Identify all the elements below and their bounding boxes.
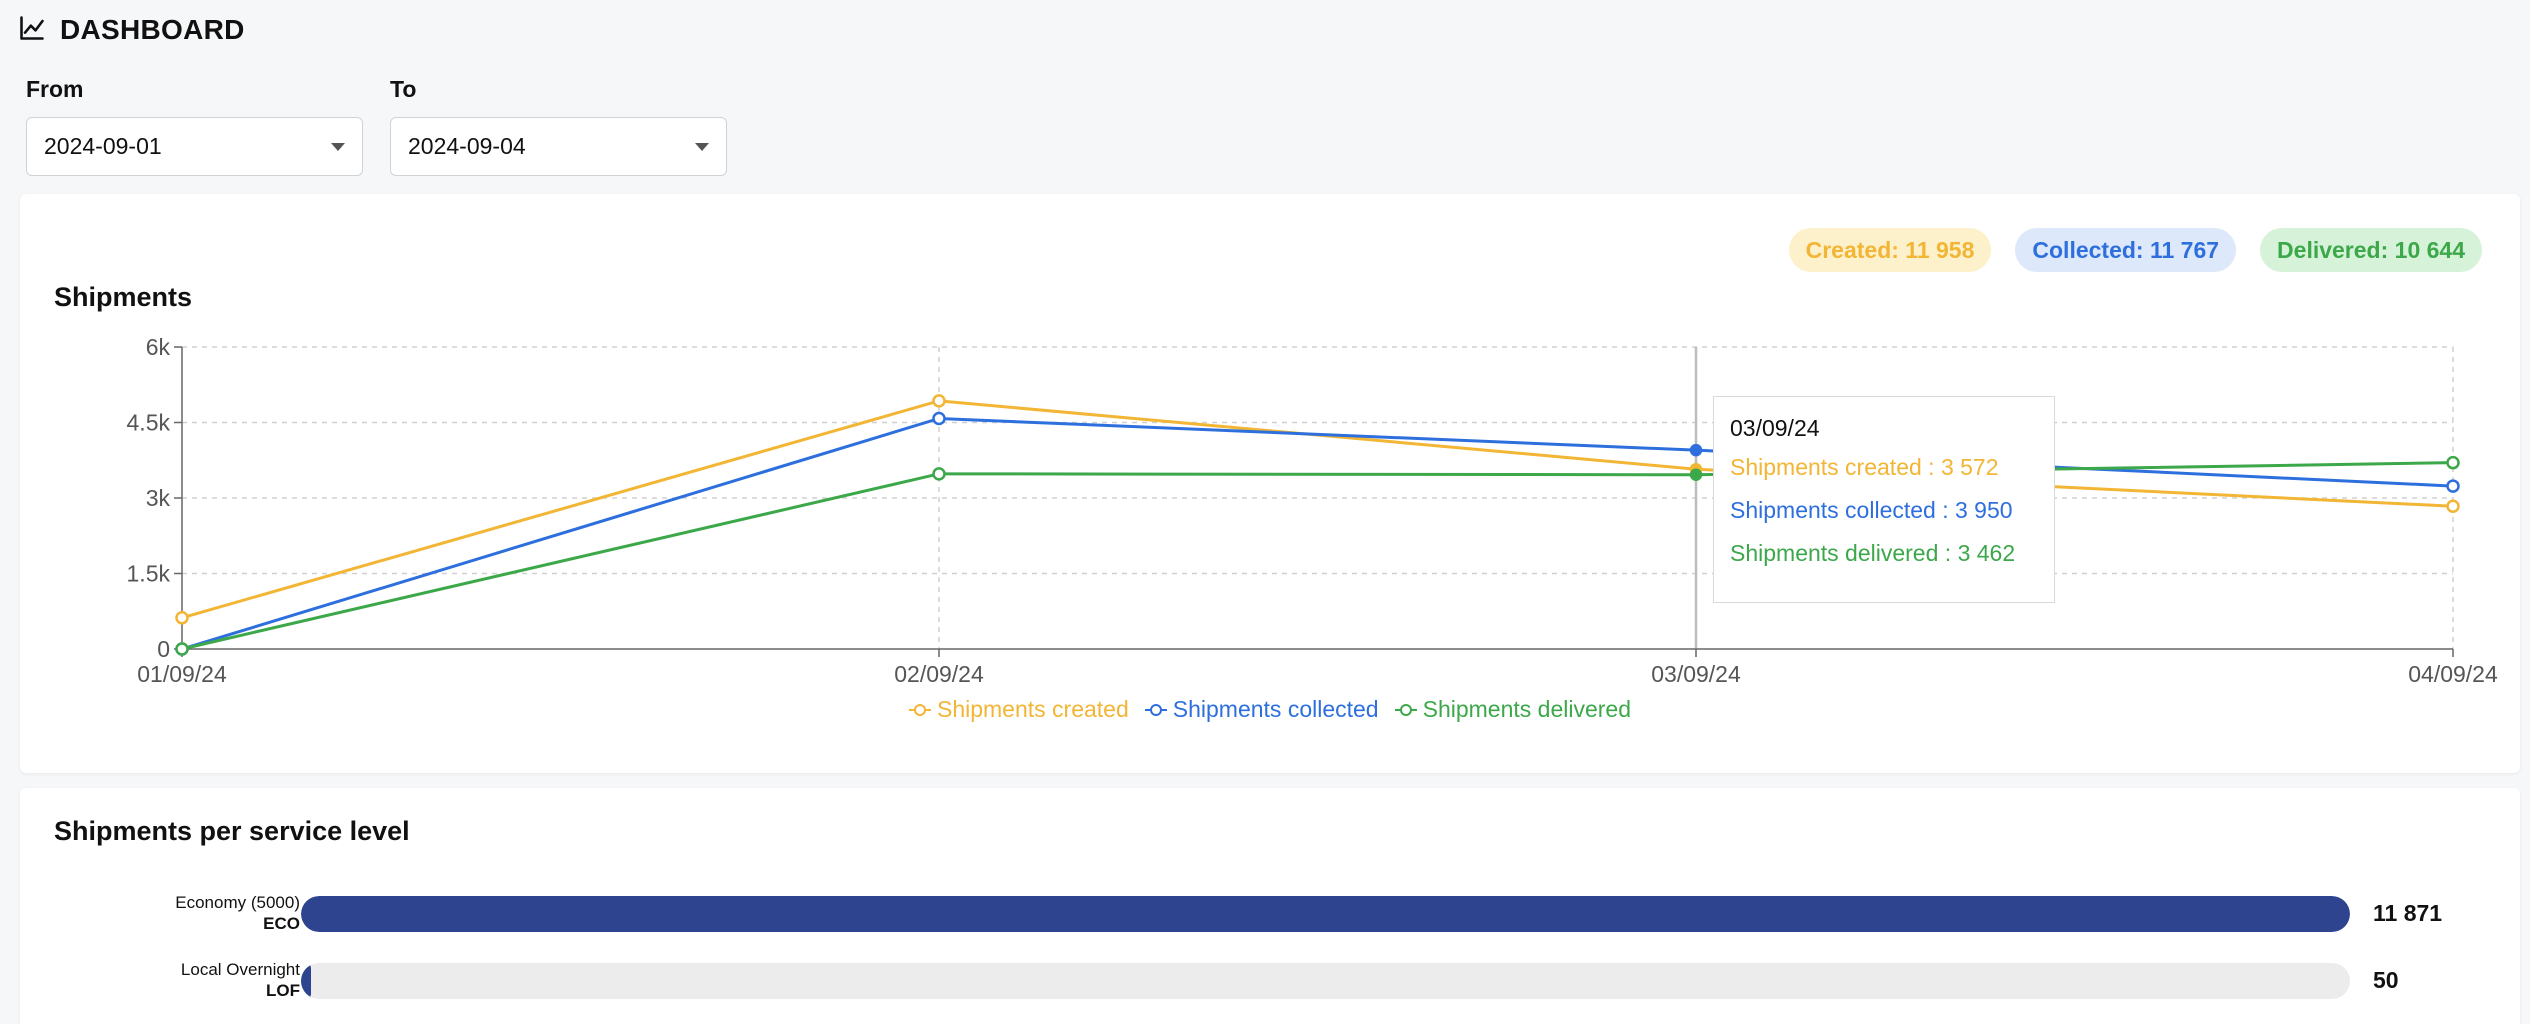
shipments-line-chart[interactable]: 0 1.5k 3k 4.5k 6k 01/09/24 02/09/24 03/09/24 04/… bbox=[20, 194, 2520, 694]
y-tick-label: 6k bbox=[146, 334, 171, 360]
created-badge: Created: 11 958 bbox=[1788, 228, 1992, 272]
data-point-delivered bbox=[175, 642, 189, 656]
page-title: DASHBOARD bbox=[60, 14, 245, 45]
y-tick-label: 1.5k bbox=[127, 561, 171, 587]
legend-label: Shipments created bbox=[936, 696, 1129, 722]
shipments-card: Created: 11 958 Collected: 11 767 Delive… bbox=[20, 194, 2520, 773]
to-label: To bbox=[390, 76, 417, 102]
tooltip-created: Shipments created : 3 572 bbox=[1730, 454, 1999, 480]
data-point-created bbox=[932, 394, 946, 408]
service-level-bar-track bbox=[301, 963, 2350, 999]
service-level-code: ECO bbox=[263, 914, 300, 933]
shipments-title: Shipments bbox=[54, 282, 193, 312]
from-date-select[interactable]: 2024-09-01 bbox=[26, 117, 363, 176]
legend-label: Shipments delivered bbox=[1422, 696, 1632, 722]
service-level-bar[interactable] bbox=[301, 963, 312, 999]
chart-legend: Shipments created Shipments collected Ship… bbox=[20, 696, 2520, 723]
y-tick-label: 0 bbox=[157, 636, 170, 662]
collected-badge: Collected: 11 767 bbox=[2015, 228, 2237, 272]
x-tick-label: 04/09/24 bbox=[2408, 661, 2498, 687]
service-level-row: Local Overnight LOF 50 bbox=[20, 959, 2520, 1003]
series-line-collected bbox=[181, 416, 2454, 651]
x-tick-label: 02/09/24 bbox=[894, 661, 984, 687]
service-level-code: LOF bbox=[266, 981, 300, 1000]
service-level-row: Economy (5000) ECO 11 871 bbox=[20, 892, 2520, 936]
service-level-value: 11 871 bbox=[2373, 900, 2443, 926]
tooltip-collected: Shipments collected : 3 950 bbox=[1730, 497, 2013, 523]
tooltip-delivered: Shipments delivered : 3 462 bbox=[1730, 540, 2016, 566]
legend-marker-icon bbox=[1394, 703, 1417, 717]
service-level-value: 50 bbox=[2373, 967, 2399, 993]
service-level-bar-track bbox=[301, 896, 2350, 932]
legend-label: Shipments collected bbox=[1172, 696, 1379, 722]
from-date-value: 2024-09-01 bbox=[44, 133, 162, 159]
x-tick-label: 01/09/24 bbox=[137, 661, 227, 687]
x-tick-label: 03/09/24 bbox=[1651, 661, 1741, 687]
data-point-created bbox=[175, 611, 189, 625]
to-date-select[interactable]: 2024-09-04 bbox=[390, 117, 727, 176]
service-level-label: Local Overnight LOF bbox=[181, 959, 300, 1001]
summary-badges: Created: 11 958 Collected: 11 767 Delive… bbox=[1788, 228, 2482, 272]
caret-down-icon bbox=[695, 142, 709, 151]
data-point-collected bbox=[1689, 443, 1703, 457]
data-point-delivered bbox=[932, 467, 946, 481]
line-chart-icon bbox=[18, 14, 46, 47]
delivered-badge: Delivered: 10 644 bbox=[2260, 228, 2482, 272]
legend-marker-icon bbox=[908, 703, 931, 717]
legend-item-collected[interactable]: Shipments collected bbox=[1144, 696, 1379, 723]
from-label: From bbox=[26, 76, 84, 102]
y-tick-label: 4.5k bbox=[127, 410, 171, 436]
legend-item-created[interactable]: Shipments created bbox=[908, 696, 1129, 723]
legend-marker-icon bbox=[1144, 703, 1167, 717]
y-tick-label: 3k bbox=[146, 485, 171, 511]
chart-tooltip: 03/09/24 Shipments created : 3 572 Shipm… bbox=[1713, 396, 2055, 603]
service-level-card: Shipments per service level Economy (500… bbox=[20, 788, 2520, 1024]
service-level-title: Shipments per service level bbox=[54, 816, 410, 846]
data-point-created bbox=[2446, 499, 2460, 514]
service-level-bar[interactable] bbox=[301, 896, 2350, 932]
data-point-delivered bbox=[2446, 455, 2460, 470]
service-level-label: Economy (5000) ECO bbox=[175, 892, 300, 934]
service-level-name: Economy (5000) bbox=[175, 893, 300, 912]
caret-down-icon bbox=[331, 142, 345, 151]
tooltip-date: 03/09/24 bbox=[1730, 415, 1820, 441]
page-header: DASHBOARD bbox=[18, 12, 245, 48]
to-date-value: 2024-09-04 bbox=[408, 133, 526, 159]
series-line-delivered bbox=[181, 461, 2454, 651]
service-level-name: Local Overnight bbox=[180, 960, 300, 979]
legend-item-delivered[interactable]: Shipments delivered bbox=[1394, 696, 1632, 723]
data-point-collected bbox=[2446, 479, 2460, 493]
data-point-collected bbox=[932, 411, 946, 426]
data-point-delivered bbox=[1689, 468, 1703, 481]
